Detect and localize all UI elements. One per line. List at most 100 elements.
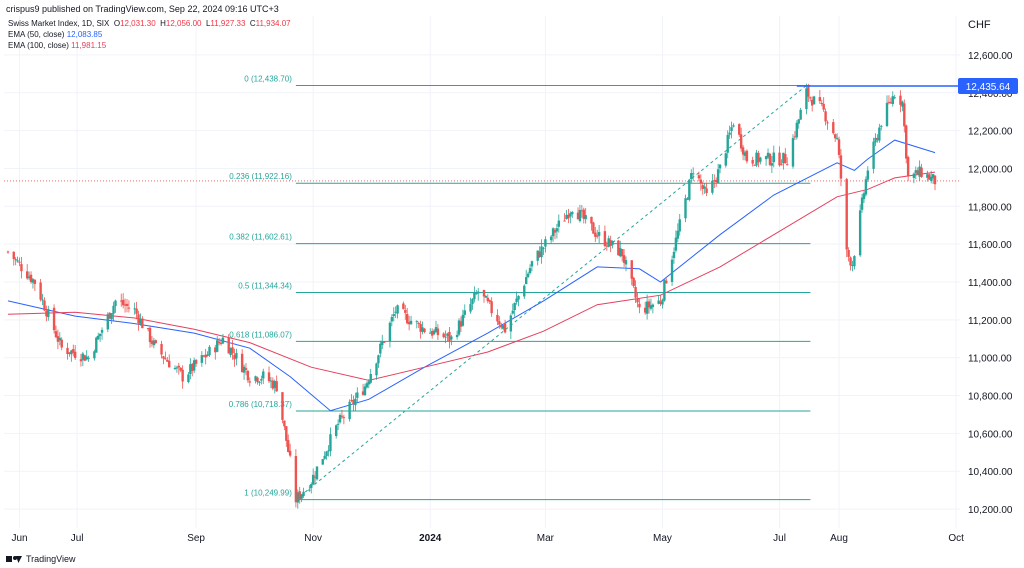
legend-symbol-row: Swiss Market Index, 1D, SIX O12,031.30 H…	[8, 19, 291, 28]
candle-body	[524, 277, 528, 285]
candle-body	[112, 305, 115, 314]
candles-group	[6, 83, 937, 509]
currency-label: CHF	[968, 19, 991, 31]
candle-body	[759, 157, 762, 162]
candle-body	[916, 170, 919, 175]
candle-body	[141, 318, 144, 329]
candle-body	[254, 376, 257, 381]
candle-body	[446, 333, 449, 336]
candle-body	[766, 152, 770, 158]
candle-body	[835, 137, 839, 139]
candle-body	[899, 95, 902, 105]
y-tick-label: 11,000.00	[968, 354, 1012, 365]
candle-body	[325, 451, 328, 457]
candle-body	[285, 426, 288, 441]
candle-body	[845, 179, 848, 250]
candle-body	[891, 96, 894, 105]
candle-body	[308, 489, 311, 491]
candle-body	[906, 156, 910, 177]
candle-body	[826, 122, 829, 124]
candle-body	[659, 301, 662, 304]
x-tick-label: Mar	[537, 533, 555, 544]
fib-level-label: 0.618 (11,086.07)	[229, 330, 292, 339]
candle-body	[275, 381, 278, 392]
candle-body	[41, 299, 44, 301]
fib-level-label: 0.382 (11,602.61)	[229, 233, 292, 242]
candle-body	[194, 359, 198, 364]
candle-body	[457, 320, 461, 335]
candle-body	[609, 240, 612, 246]
candle-body	[732, 125, 735, 127]
candle-body	[248, 381, 252, 383]
candle-body	[542, 247, 545, 249]
candle-body	[880, 125, 883, 127]
candle-body	[235, 353, 238, 359]
candle-body	[536, 250, 539, 261]
candle-body	[369, 374, 372, 383]
candle-body	[684, 198, 687, 219]
candle-body	[778, 152, 781, 166]
candle-body	[515, 298, 518, 303]
candle-body	[202, 355, 205, 357]
candle-body	[580, 210, 584, 212]
candle-body	[903, 103, 906, 127]
candle-body	[298, 491, 301, 500]
candle-body	[208, 346, 211, 356]
candle-body	[661, 299, 664, 305]
fib-level-label: 1 (10,249.99)	[244, 489, 292, 498]
candle-body	[872, 141, 875, 169]
candle-body	[79, 359, 83, 362]
candle-body	[578, 209, 582, 222]
legend-ema100-label[interactable]: EMA (100, close)	[8, 41, 69, 50]
candle-body	[390, 317, 394, 322]
candle-body	[311, 474, 315, 485]
x-tick-label: Nov	[304, 533, 322, 544]
candle-body	[713, 180, 716, 182]
candle-body	[271, 380, 275, 389]
candle-body	[853, 256, 856, 267]
candle-body	[643, 307, 647, 313]
legend-symbol[interactable]: Swiss Market Index, 1D, SIX	[8, 19, 110, 28]
candle-body	[509, 315, 513, 332]
candle-body	[379, 343, 382, 354]
candle-body	[670, 259, 674, 282]
candle-body	[20, 264, 23, 272]
candle-body	[496, 314, 499, 322]
resistance-price-tag	[958, 78, 1018, 95]
candle-body	[429, 332, 432, 334]
candle-body	[267, 372, 271, 382]
candle-body	[150, 340, 154, 344]
candle-body	[83, 355, 86, 361]
candle-body	[121, 299, 125, 306]
candle-body	[571, 211, 574, 215]
candle-body	[281, 392, 284, 420]
candle-body	[375, 363, 378, 376]
legend-close: 11,934.07	[255, 19, 291, 28]
candle-body	[97, 335, 100, 340]
candle-body	[482, 289, 486, 297]
candle-body	[484, 295, 488, 298]
candle-body	[377, 355, 380, 364]
candle-body	[296, 492, 300, 503]
ema100-line	[7, 171, 936, 381]
candle-body	[501, 325, 505, 329]
candle-body	[607, 238, 610, 247]
candle-body	[630, 260, 633, 279]
candle-body	[697, 175, 701, 179]
candle-body	[221, 337, 225, 344]
candle-body	[434, 327, 438, 333]
candle-body	[415, 321, 419, 323]
candle-body	[246, 370, 250, 381]
candle-body	[928, 174, 931, 180]
y-tick-label: 11,600.00	[968, 240, 1012, 251]
candle-body	[242, 366, 246, 373]
candle-body	[152, 340, 156, 346]
candle-body	[486, 297, 490, 302]
candle-body	[217, 341, 221, 344]
candle-body	[699, 179, 703, 184]
legend-ema50-label[interactable]: EMA (50, close)	[8, 30, 65, 39]
candle-body	[686, 198, 689, 200]
candle-body	[889, 102, 893, 104]
candle-body	[256, 377, 259, 383]
